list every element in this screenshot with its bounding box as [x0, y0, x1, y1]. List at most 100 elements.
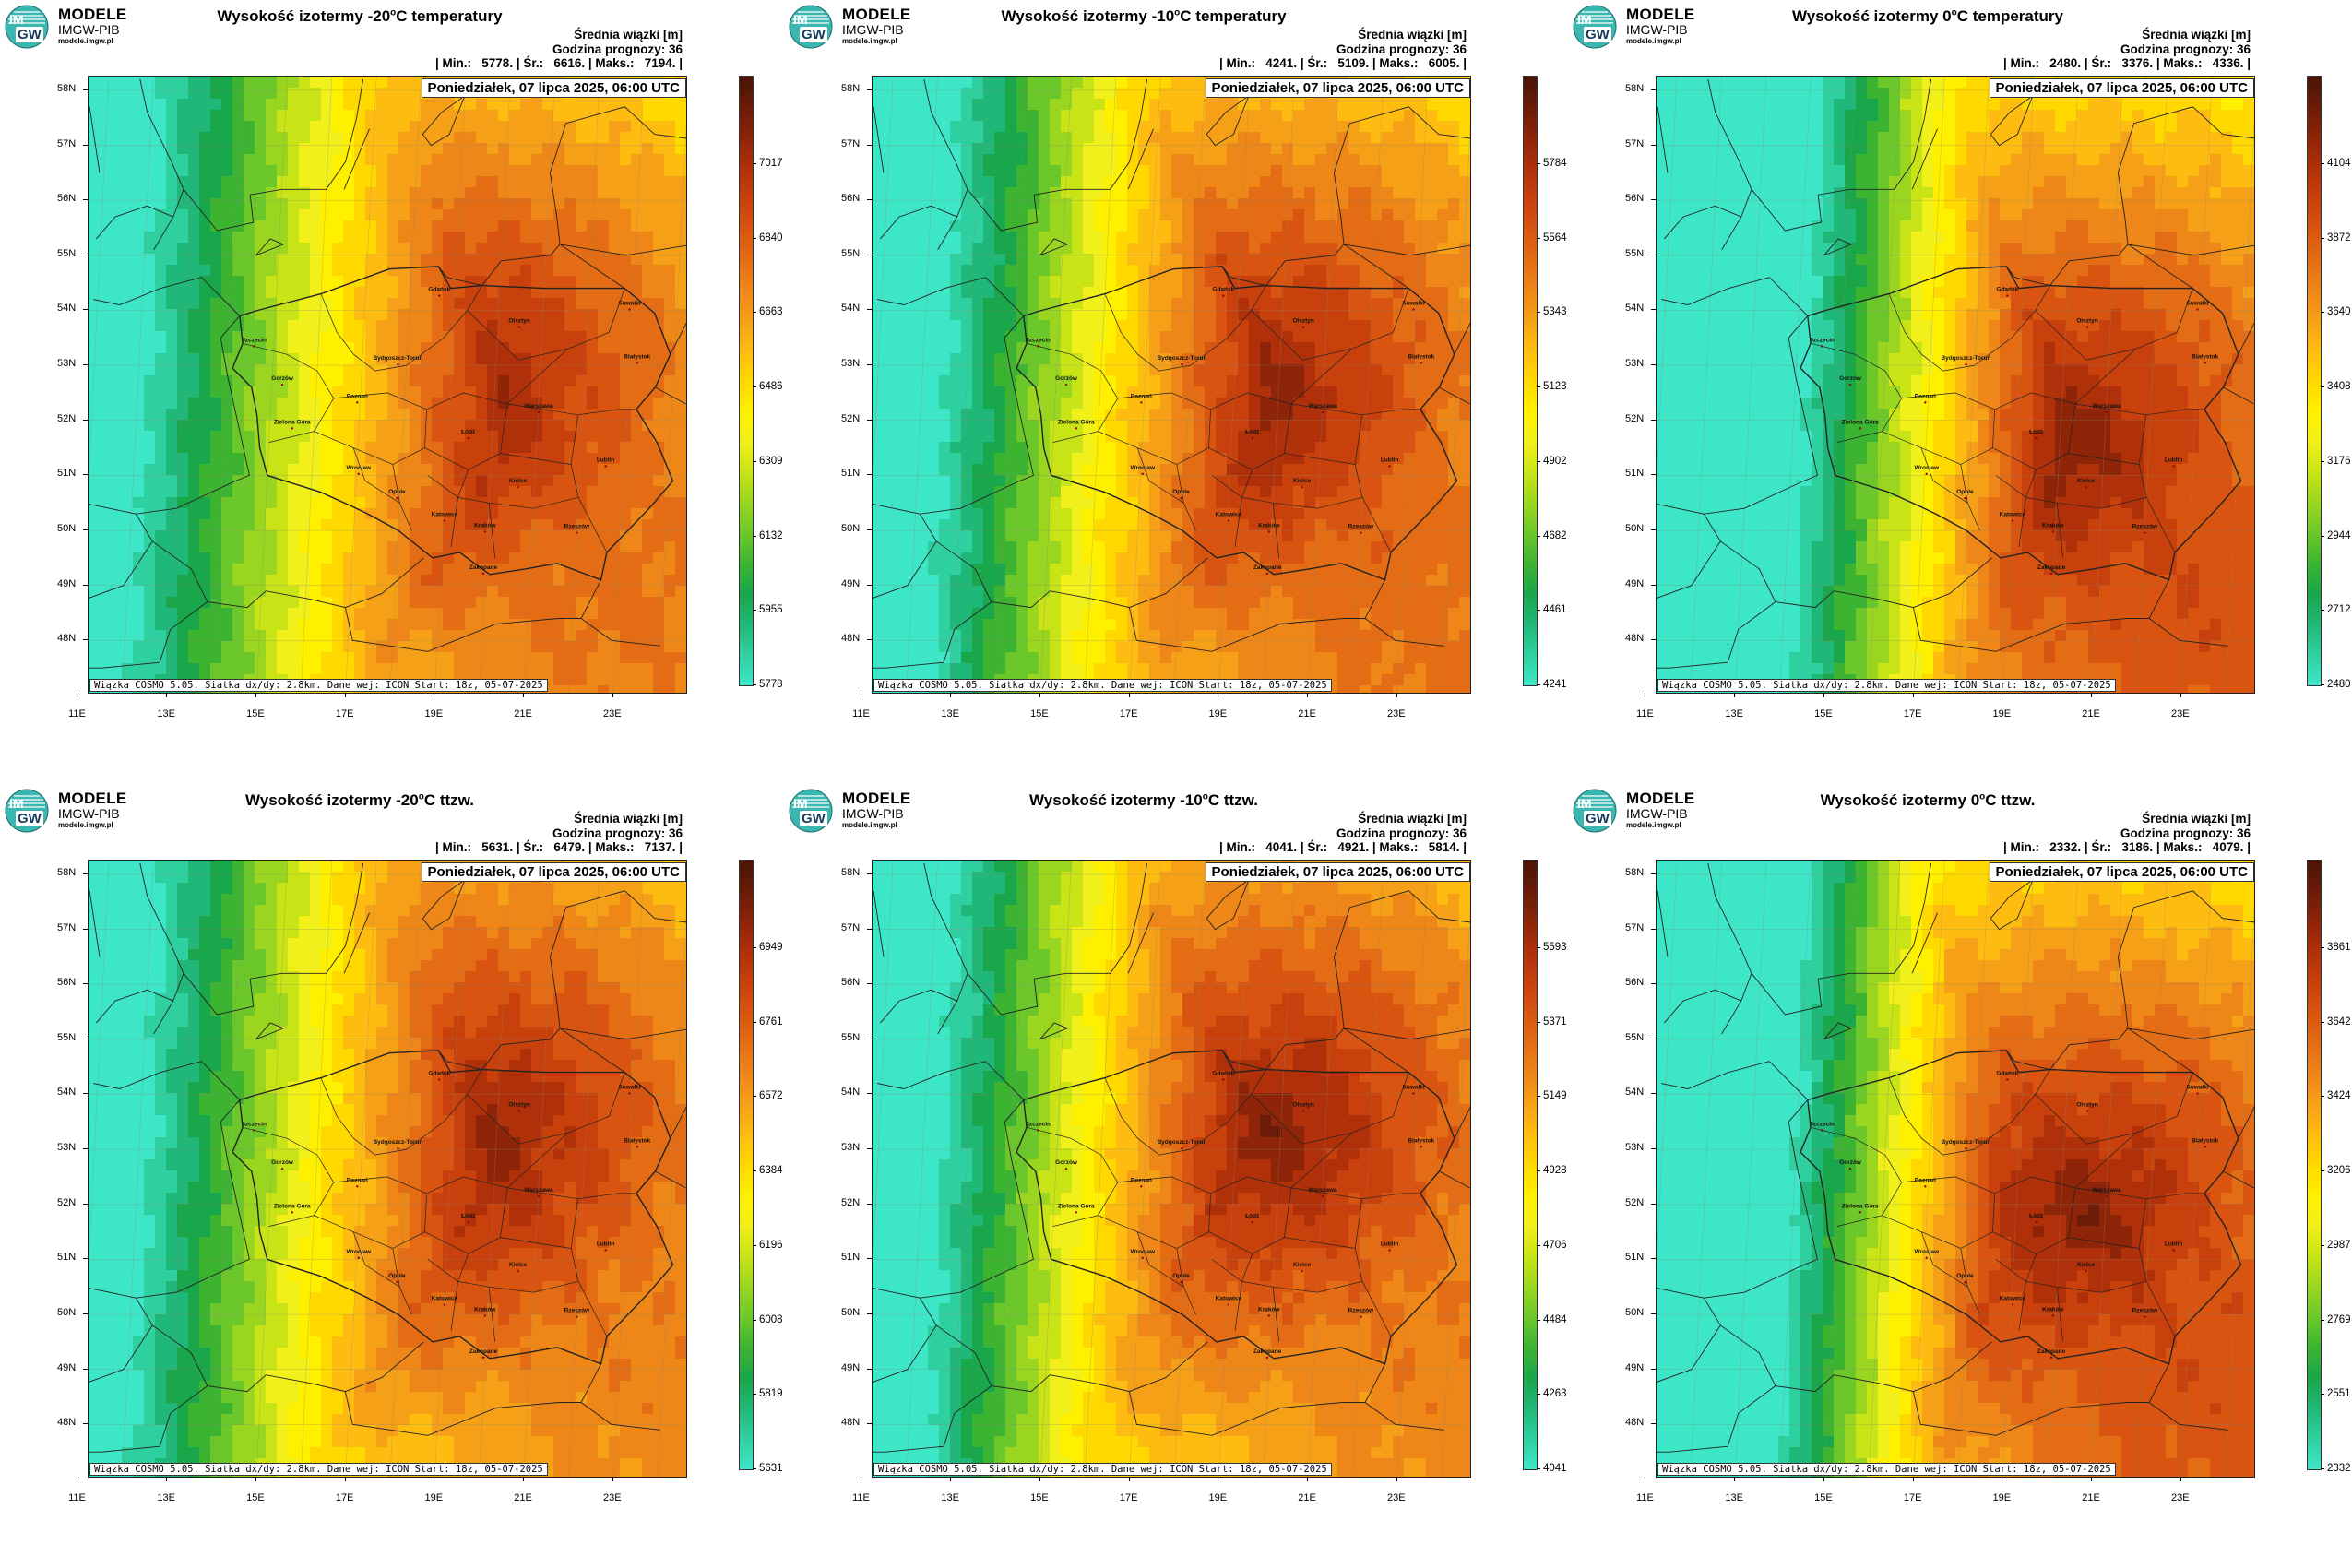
city-dot — [1267, 530, 1271, 533]
city-label: Warszawa — [2092, 1187, 2121, 1194]
forecast-panel: IM GW MODELE IMGW-PIB modele.imgw.pl Wysokość… — [1568, 0, 2351, 784]
lat-label: 49N — [1625, 1361, 1645, 1373]
lat-label: 51N — [57, 1252, 77, 1264]
lon-label: 15E — [246, 1492, 265, 1503]
colorbar-tick — [2321, 684, 2324, 685]
stats-line: | Min.: 5778. | Śr.: 6616. | Maks.: 7194… — [435, 56, 683, 70]
lat-tick — [83, 1093, 88, 1095]
lat-tick — [867, 199, 872, 201]
lat-tick — [83, 529, 88, 531]
lat-tick — [867, 639, 872, 641]
city-label: Zakopane — [469, 564, 498, 571]
colorbar-tick — [753, 1244, 756, 1246]
lon-tick — [612, 693, 613, 697]
city-dot — [2144, 1315, 2146, 1318]
lat-tick — [867, 983, 872, 985]
lat-tick — [1651, 309, 1656, 311]
title-suffix: C ttzw. — [1985, 791, 2036, 809]
title-prefix: Wysokość izotermy -20 — [245, 791, 419, 809]
city-label: Wrocław — [1130, 1249, 1156, 1255]
city-label: Zielona Góra — [274, 419, 311, 425]
stats-title: Średnia wiązki [m] — [2142, 812, 2251, 826]
lat-label: 51N — [57, 468, 77, 480]
colorbar-label: 5955 — [759, 604, 783, 616]
lat-tick — [867, 1093, 872, 1095]
city-label: Gorzów — [271, 1159, 294, 1166]
city-dot — [2204, 1146, 2206, 1148]
lon-tick — [2091, 693, 2093, 697]
city-label: Wrocław — [1130, 465, 1156, 471]
colorbar-tick — [753, 947, 756, 948]
poland-border — [232, 266, 674, 581]
poland-border — [1016, 1050, 1458, 1365]
city-label: Gorzów — [1055, 375, 1078, 382]
logo-subtitle: IMGW-PIB — [842, 21, 904, 37]
colorbar-label: 4706 — [1543, 1239, 1567, 1251]
lat-tick — [1651, 1313, 1656, 1315]
city-dot — [1227, 1303, 1230, 1306]
lon-label: 17E — [1903, 708, 1922, 719]
colorbar-tick — [1537, 312, 1540, 314]
title-sup: o — [390, 7, 397, 18]
lat-label: 52N — [1625, 412, 1645, 424]
colorbar-tick — [753, 610, 756, 612]
city-dot — [1420, 362, 1422, 364]
lat-tick — [83, 1313, 88, 1315]
city-label: Kielce — [2077, 1262, 2096, 1268]
lat-label: 55N — [57, 247, 77, 259]
lat-tick — [83, 928, 88, 930]
colorbar-label: 2712 — [2327, 604, 2351, 616]
lon-label: 15E — [1030, 1492, 1049, 1503]
lat-tick — [1651, 144, 1656, 146]
model-credit: Wiązka COSMO 5.05. Siatka dx/dy: 2.8km. … — [1657, 679, 2116, 692]
city-dot — [1075, 427, 1077, 430]
city-dot — [517, 485, 519, 489]
colorbar-tick — [2321, 1244, 2324, 1246]
city-label: Kraków — [1258, 1306, 1280, 1313]
colorbar — [2307, 860, 2322, 1470]
colorbar-label: 6840 — [759, 232, 783, 244]
imgw-badge-icon: IM GW — [789, 5, 833, 49]
colorbar-tick — [753, 386, 756, 388]
lat-tick — [867, 1368, 872, 1370]
logo-title: MODELE — [58, 790, 127, 807]
title-prefix: Wysokość izotermy 0 — [1820, 791, 1980, 809]
city-label: Kraków — [474, 1306, 496, 1313]
colorbar-tick — [1537, 947, 1540, 948]
graticule — [873, 77, 1470, 693]
colorbar — [1523, 76, 1538, 686]
lat-tick — [83, 364, 88, 366]
stats-line: | Min.: 4041. | Śr.: 4921. | Maks.: 5814… — [1219, 840, 1467, 854]
city-label: Gdańsk — [1212, 287, 1234, 293]
city-dot — [1412, 308, 1415, 311]
city-dot — [1360, 531, 1362, 534]
title-prefix: Wysokość izotermy -10 — [1001, 7, 1175, 25]
lat-tick — [1651, 419, 1656, 421]
city-label: Szczecin — [1026, 337, 1051, 343]
map-svg: Gdańsk Olsztyn Suwałki Białystok Szczecin Byd… — [873, 861, 1470, 1477]
colorbar-tick — [753, 237, 756, 239]
lon-tick — [1823, 693, 1824, 697]
lat-label: 49N — [57, 1361, 77, 1373]
lon-label: 23E — [602, 708, 622, 719]
city-label: Bydgoszcz-Toruń — [373, 355, 422, 362]
city-label: Katowice — [432, 1296, 458, 1302]
colorbar-label: 2332 — [2327, 1463, 2351, 1474]
city-label: Olsztyn — [1292, 1102, 1314, 1109]
map-area: Gdańsk Olsztyn Suwałki Białystok Szczecin Byd… — [872, 860, 1471, 1478]
city-dot — [604, 1249, 607, 1252]
lat-label: 48N — [57, 633, 77, 645]
imgw-logo: IM GW MODELE IMGW-PIB modele.imgw.pl — [1573, 789, 1720, 835]
colorbar-tick — [753, 460, 756, 462]
panel-title: Wysokość izotermy -20oC temperatury — [148, 7, 572, 26]
city-label: Białystok — [2192, 1137, 2218, 1144]
logo-url: modele.imgw.pl — [58, 36, 113, 45]
valid-date: Poniedziałek, 07 lipca 2025, 06:00 UTC — [421, 78, 686, 98]
colorbar-label: 3640 — [2327, 306, 2351, 318]
lat-tick — [1651, 1423, 1656, 1425]
city-label: Suwałki — [2186, 1085, 2208, 1091]
lat-tick — [1651, 928, 1656, 930]
lat-tick — [1651, 1258, 1656, 1260]
lat-label: 58N — [841, 866, 861, 878]
colorbar-label: 5593 — [1543, 942, 1567, 953]
